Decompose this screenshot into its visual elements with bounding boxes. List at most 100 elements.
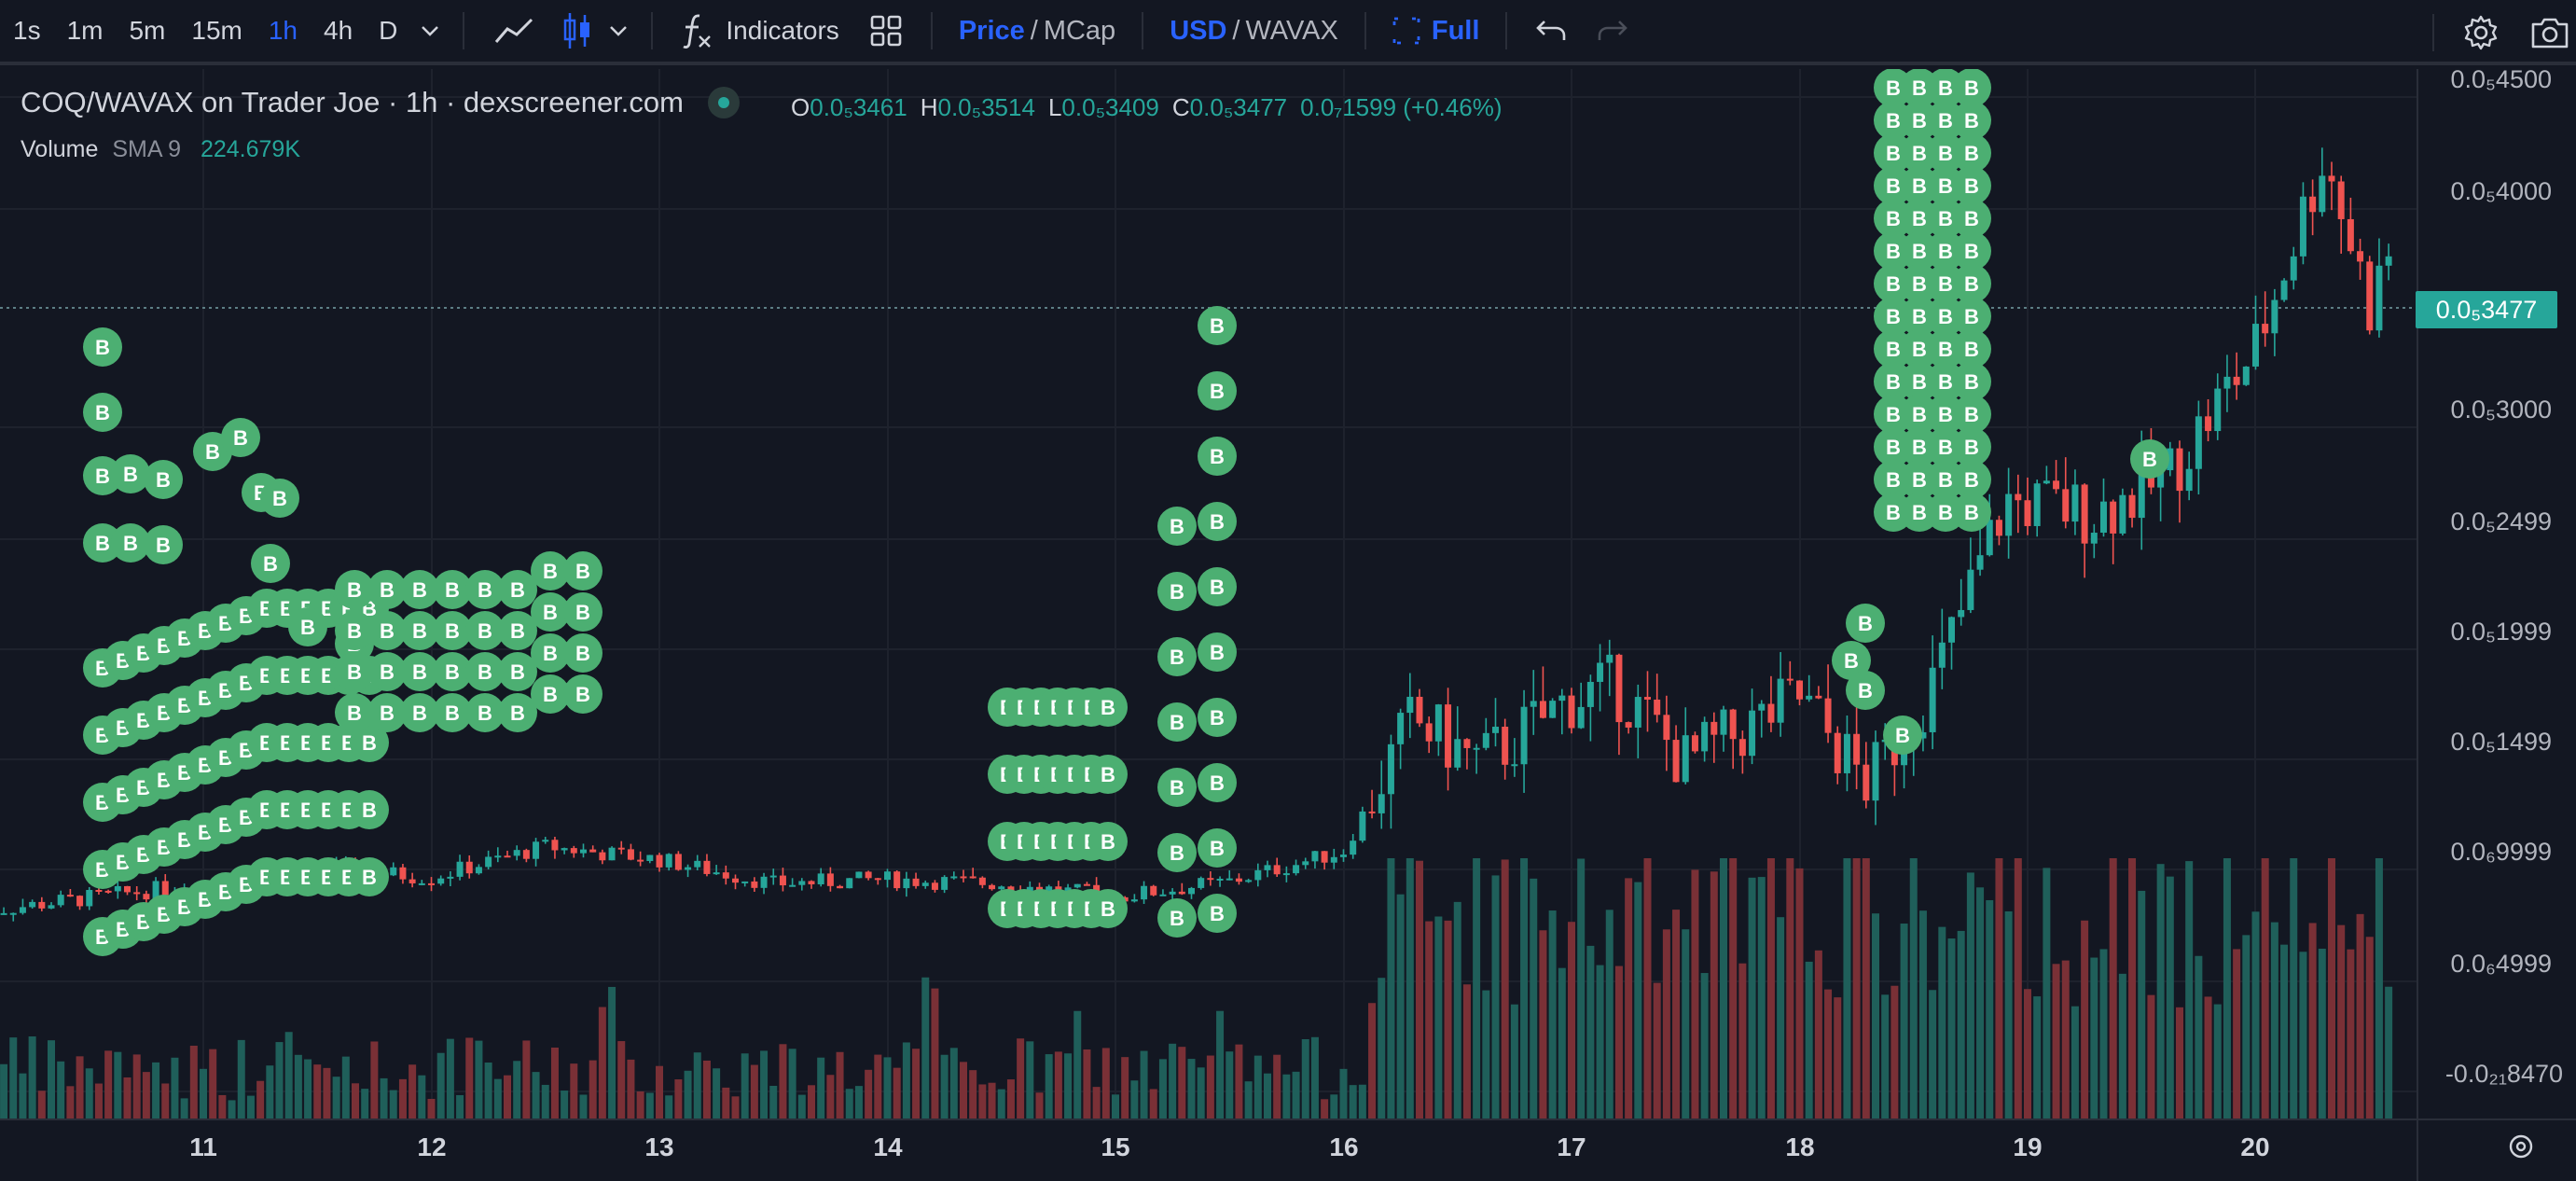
buy-marker[interactable]: B xyxy=(111,454,150,493)
buy-marker[interactable]: B xyxy=(1088,822,1128,861)
buy-marker[interactable]: B xyxy=(1157,507,1197,546)
buy-marker[interactable]: B xyxy=(2130,439,2169,479)
buy-marker[interactable]: B xyxy=(144,525,183,564)
buy-marker[interactable]: B xyxy=(350,723,389,762)
buy-marker[interactable]: B xyxy=(1157,768,1197,807)
buy-marker[interactable]: B xyxy=(335,693,374,732)
buy-marker[interactable]: B xyxy=(465,652,505,691)
undo-button[interactable] xyxy=(1520,0,1582,63)
buy-marker[interactable]: B xyxy=(531,674,570,714)
buy-marker[interactable]: B xyxy=(433,611,472,650)
buy-marker[interactable]: B xyxy=(1198,502,1237,541)
buy-marker[interactable]: B xyxy=(260,479,299,518)
buy-marker[interactable]: B xyxy=(350,790,389,829)
buy-marker[interactable]: B xyxy=(1952,69,1991,107)
line-chart-button[interactable] xyxy=(478,0,550,63)
screenshot-button[interactable] xyxy=(2514,0,2576,65)
buy-marker[interactable]: B xyxy=(1952,199,1991,238)
buy-marker[interactable]: B xyxy=(335,652,374,691)
buy-marker[interactable]: B xyxy=(1157,572,1197,611)
buy-marker[interactable]: B xyxy=(350,857,389,896)
buy-marker[interactable]: B xyxy=(251,544,290,583)
buy-marker[interactable]: B xyxy=(288,607,327,646)
timeframe-1s[interactable]: 1s xyxy=(13,16,41,45)
buy-marker[interactable]: B xyxy=(465,570,505,609)
buy-marker[interactable]: B xyxy=(1157,702,1197,742)
buy-marker[interactable]: B xyxy=(367,570,407,609)
buy-marker[interactable]: B xyxy=(433,570,472,609)
buy-marker[interactable]: B xyxy=(400,611,439,650)
timeframe-5m[interactable]: 5m xyxy=(129,16,166,45)
buy-marker[interactable]: B xyxy=(83,393,122,432)
redo-button[interactable] xyxy=(1582,0,1643,63)
buy-marker[interactable]: B xyxy=(1952,264,1991,303)
buy-marker[interactable]: B xyxy=(335,611,374,650)
buy-marker[interactable]: B xyxy=(531,592,570,632)
wavax-option[interactable]: WAVAX xyxy=(1245,15,1338,46)
timeframe-d[interactable]: D xyxy=(379,16,398,45)
buy-marker[interactable]: B xyxy=(1198,828,1237,868)
price-option[interactable]: Price xyxy=(958,15,1025,46)
buy-marker[interactable]: B xyxy=(498,652,537,691)
buy-marker[interactable]: B xyxy=(498,611,537,650)
buy-marker[interactable]: B xyxy=(1952,133,1991,173)
buy-marker[interactable]: B xyxy=(1952,297,1991,336)
buy-marker[interactable]: B xyxy=(1846,604,1885,643)
buy-marker[interactable]: B xyxy=(1952,460,1991,499)
timeframe-4h[interactable]: 4h xyxy=(324,16,353,45)
buy-marker[interactable]: B xyxy=(1952,362,1991,401)
buy-marker[interactable]: B xyxy=(1952,329,1991,368)
timeframe-1h[interactable]: 1h xyxy=(268,16,298,45)
buy-marker[interactable]: B xyxy=(400,652,439,691)
buy-marker[interactable]: B xyxy=(221,418,260,457)
buy-marker[interactable]: B xyxy=(433,693,472,732)
buy-marker[interactable]: B xyxy=(531,551,570,590)
buy-marker[interactable]: B xyxy=(465,693,505,732)
buy-marker[interactable]: B xyxy=(1198,894,1237,933)
buy-marker[interactable]: B xyxy=(400,570,439,609)
timeframe-dropdown[interactable] xyxy=(410,0,450,63)
buy-marker[interactable]: B xyxy=(531,633,570,673)
buy-marker[interactable]: B xyxy=(1952,166,1991,205)
buy-marker[interactable]: B xyxy=(563,551,602,590)
buy-marker[interactable]: B xyxy=(1198,306,1237,345)
buy-marker[interactable]: B xyxy=(1846,671,1885,710)
buy-marker[interactable]: B xyxy=(1952,231,1991,271)
price-mcap-toggle[interactable]: Price / MCap xyxy=(946,0,1129,63)
buy-marker[interactable]: B xyxy=(83,456,122,495)
buy-marker[interactable]: B xyxy=(1198,763,1237,802)
buy-marker[interactable]: B xyxy=(1157,637,1197,676)
buy-marker[interactable]: B xyxy=(563,633,602,673)
buy-marker[interactable]: B xyxy=(1198,698,1237,737)
buy-marker[interactable]: B xyxy=(144,460,183,499)
chart-type-dropdown[interactable] xyxy=(599,0,638,63)
buy-markers[interactable]: B B B B B B B B B B B B B BB B B B B B B B B B B B B BB B B B B B B B B B B B… xyxy=(83,69,2169,956)
buy-marker[interactable]: B xyxy=(1088,889,1128,928)
buy-marker[interactable]: B xyxy=(1952,493,1991,532)
chart-canvas[interactable]: B B B B B B B B B B B B B BB B B B B B B B B B B B B BB B B B B B B B B B B B… xyxy=(0,69,2576,1181)
buy-marker[interactable]: B xyxy=(498,570,537,609)
buy-marker[interactable]: B xyxy=(433,652,472,691)
timeframe-15m[interactable]: 15m xyxy=(191,16,242,45)
buy-marker[interactable]: B xyxy=(465,611,505,650)
axis-settings-button[interactable] xyxy=(2507,1132,2535,1165)
buy-marker[interactable]: B xyxy=(367,652,407,691)
buy-marker[interactable]: B xyxy=(1952,427,1991,466)
buy-marker[interactable]: B xyxy=(563,592,602,632)
timeframe-1m[interactable]: 1m xyxy=(66,16,104,45)
indicators-button[interactable]: Indicators xyxy=(666,0,853,63)
buy-marker[interactable]: B xyxy=(83,523,122,563)
buy-marker[interactable]: B xyxy=(563,674,602,714)
buy-marker[interactable]: B xyxy=(498,693,537,732)
buy-marker[interactable]: B xyxy=(111,523,150,563)
buy-marker[interactable]: B xyxy=(335,570,374,609)
buy-marker[interactable]: B xyxy=(83,327,122,367)
buy-marker[interactable]: B xyxy=(1088,755,1128,794)
layouts-button[interactable] xyxy=(854,0,918,63)
full-range-button[interactable]: Full xyxy=(1379,0,1493,63)
buy-marker[interactable]: B xyxy=(1088,688,1128,727)
buy-marker[interactable]: B xyxy=(1198,567,1237,606)
buy-marker[interactable]: B xyxy=(400,693,439,732)
buy-marker[interactable]: B xyxy=(367,693,407,732)
